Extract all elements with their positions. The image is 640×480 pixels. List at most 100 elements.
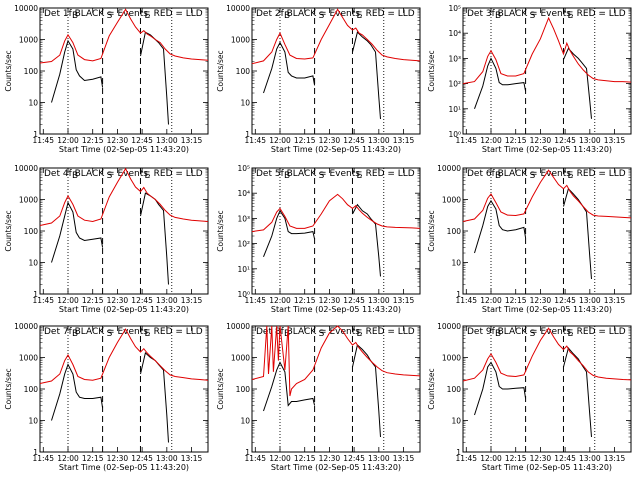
x-tick-label: 12:30 bbox=[319, 454, 341, 463]
plot-frame bbox=[251, 167, 421, 295]
chart-title: Det 4f BLACK = Events, RED = LLD bbox=[44, 169, 203, 179]
interval-marker-letter: E bbox=[356, 171, 362, 181]
x-tick-label: 12:30 bbox=[530, 136, 552, 145]
y-tick-label: 10⁰ bbox=[448, 130, 461, 139]
events-series-line bbox=[51, 201, 104, 263]
x-tick-label: 13:00 bbox=[368, 136, 390, 145]
interval-marker-letter: S bbox=[107, 11, 113, 21]
y-tick-label: 1000 bbox=[231, 36, 250, 45]
y-axis-label: Counts/sec bbox=[4, 50, 13, 91]
x-axis-label: Start Time (02-Sep-05 11:43:20) bbox=[482, 145, 612, 154]
y-tick-label: 1 bbox=[245, 448, 250, 457]
x-tick-label: 13:00 bbox=[368, 296, 390, 305]
y-tick-label: 1 bbox=[33, 448, 38, 457]
x-tick-label: 11:45 bbox=[32, 296, 54, 305]
x-axis-label: Start Time (02-Sep-05 11:43:20) bbox=[59, 305, 189, 314]
x-tick-label: 12:45 bbox=[554, 454, 576, 463]
x-tick-label: 13:00 bbox=[579, 454, 601, 463]
interval-marker-letter: S bbox=[319, 11, 325, 21]
interval-marker-letter: E bbox=[356, 11, 362, 21]
x-tick-label: 12:45 bbox=[131, 136, 153, 145]
x-tick-label: 12:00 bbox=[269, 136, 291, 145]
interval-marker-letter: S bbox=[530, 11, 536, 21]
y-tick-label: 10¹ bbox=[237, 265, 250, 274]
x-tick-label: 12:15 bbox=[294, 454, 316, 463]
x-tick-label: 12:15 bbox=[82, 136, 104, 145]
x-tick-label: 12:15 bbox=[505, 296, 527, 305]
x-tick-label: 13:15 bbox=[393, 296, 415, 305]
x-tick-label: 12:15 bbox=[294, 136, 316, 145]
events-series-line bbox=[263, 41, 316, 94]
x-tick-label: 12:45 bbox=[554, 136, 576, 145]
y-tick-label: 10 bbox=[240, 99, 250, 108]
x-tick-label: 12:15 bbox=[505, 454, 527, 463]
x-tick-label: 12:30 bbox=[319, 296, 341, 305]
y-tick-label: 10000 bbox=[226, 322, 250, 331]
lld-series-line bbox=[251, 325, 421, 397]
events-series-line bbox=[263, 209, 316, 257]
events-series-line bbox=[352, 203, 381, 277]
x-tick-label: 12:45 bbox=[343, 296, 365, 305]
chart-title: Det 5f BLACK = Events, RED = LLD bbox=[256, 169, 415, 179]
x-tick-label: 12:45 bbox=[554, 296, 576, 305]
plot-frame bbox=[39, 7, 209, 135]
interval-marker-letter: B bbox=[495, 171, 501, 181]
x-axis-label: Start Time (02-Sep-05 11:43:20) bbox=[271, 305, 401, 314]
x-tick-label: 12:00 bbox=[269, 296, 291, 305]
x-tick-label: 11:45 bbox=[244, 296, 266, 305]
y-tick-label: 10000 bbox=[14, 322, 38, 331]
x-tick-label: 12:15 bbox=[82, 296, 104, 305]
events-series-line bbox=[563, 47, 592, 119]
lld-series-line bbox=[462, 16, 632, 85]
x-tick-label: 13:15 bbox=[393, 136, 415, 145]
chart-title: Det 8f BLACK = Events, RED = LLD bbox=[256, 327, 415, 337]
y-tick-label: 10⁰ bbox=[237, 290, 250, 299]
interval-marker-letter: B bbox=[72, 329, 78, 339]
x-tick-label: 11:45 bbox=[244, 136, 266, 145]
x-tick-label: 12:00 bbox=[480, 136, 502, 145]
x-tick-label: 13:15 bbox=[181, 296, 203, 305]
x-tick-label: 13:15 bbox=[181, 136, 203, 145]
lld-series-line bbox=[462, 327, 632, 382]
x-tick-label: 12:15 bbox=[294, 296, 316, 305]
interval-marker-letter: E bbox=[144, 171, 150, 181]
y-tick-label: 10⁴ bbox=[448, 29, 461, 38]
x-tick-label: 12:45 bbox=[131, 454, 153, 463]
y-tick-label: 10⁵ bbox=[237, 164, 250, 173]
y-tick-label: 1000 bbox=[19, 196, 38, 205]
x-tick-label: 12:00 bbox=[480, 296, 502, 305]
events-series-line bbox=[51, 363, 104, 421]
interval-marker-letter: B bbox=[284, 171, 290, 181]
x-tick-label: 12:45 bbox=[343, 454, 365, 463]
events-series-line bbox=[474, 57, 527, 109]
y-tick-label: 10⁵ bbox=[448, 4, 461, 13]
y-tick-label: 1 bbox=[456, 448, 461, 457]
y-tick-label: 10¹ bbox=[448, 105, 461, 114]
x-tick-label: 13:00 bbox=[368, 454, 390, 463]
x-tick-label: 12:00 bbox=[57, 296, 79, 305]
lld-series-line bbox=[462, 169, 632, 222]
y-tick-label: 1 bbox=[33, 130, 38, 139]
x-tick-label: 13:00 bbox=[579, 296, 601, 305]
interval-marker-letter: E bbox=[144, 11, 150, 21]
x-tick-label: 12:30 bbox=[319, 136, 341, 145]
lld-series-line bbox=[39, 328, 209, 384]
y-tick-label: 1000 bbox=[442, 354, 461, 363]
x-axis-label: Start Time (02-Sep-05 11:43:20) bbox=[482, 463, 612, 472]
y-tick-label: 10³ bbox=[237, 214, 250, 223]
y-tick-label: 1000 bbox=[19, 354, 38, 363]
y-tick-label: 10 bbox=[28, 417, 38, 426]
interval-marker-letter: B bbox=[284, 329, 290, 339]
events-series-line bbox=[263, 361, 316, 412]
x-tick-label: 12:45 bbox=[343, 136, 365, 145]
y-tick-label: 1 bbox=[456, 290, 461, 299]
y-axis-label: Counts/sec bbox=[216, 210, 225, 251]
y-tick-label: 10000 bbox=[226, 4, 250, 13]
x-tick-label: 11:45 bbox=[32, 136, 54, 145]
interval-marker-letter: B bbox=[495, 329, 501, 339]
lld-series-line bbox=[251, 8, 421, 65]
x-tick-label: 11:45 bbox=[455, 136, 477, 145]
y-tick-label: 100 bbox=[236, 385, 251, 394]
y-axis-label: Counts/sec bbox=[216, 50, 225, 91]
